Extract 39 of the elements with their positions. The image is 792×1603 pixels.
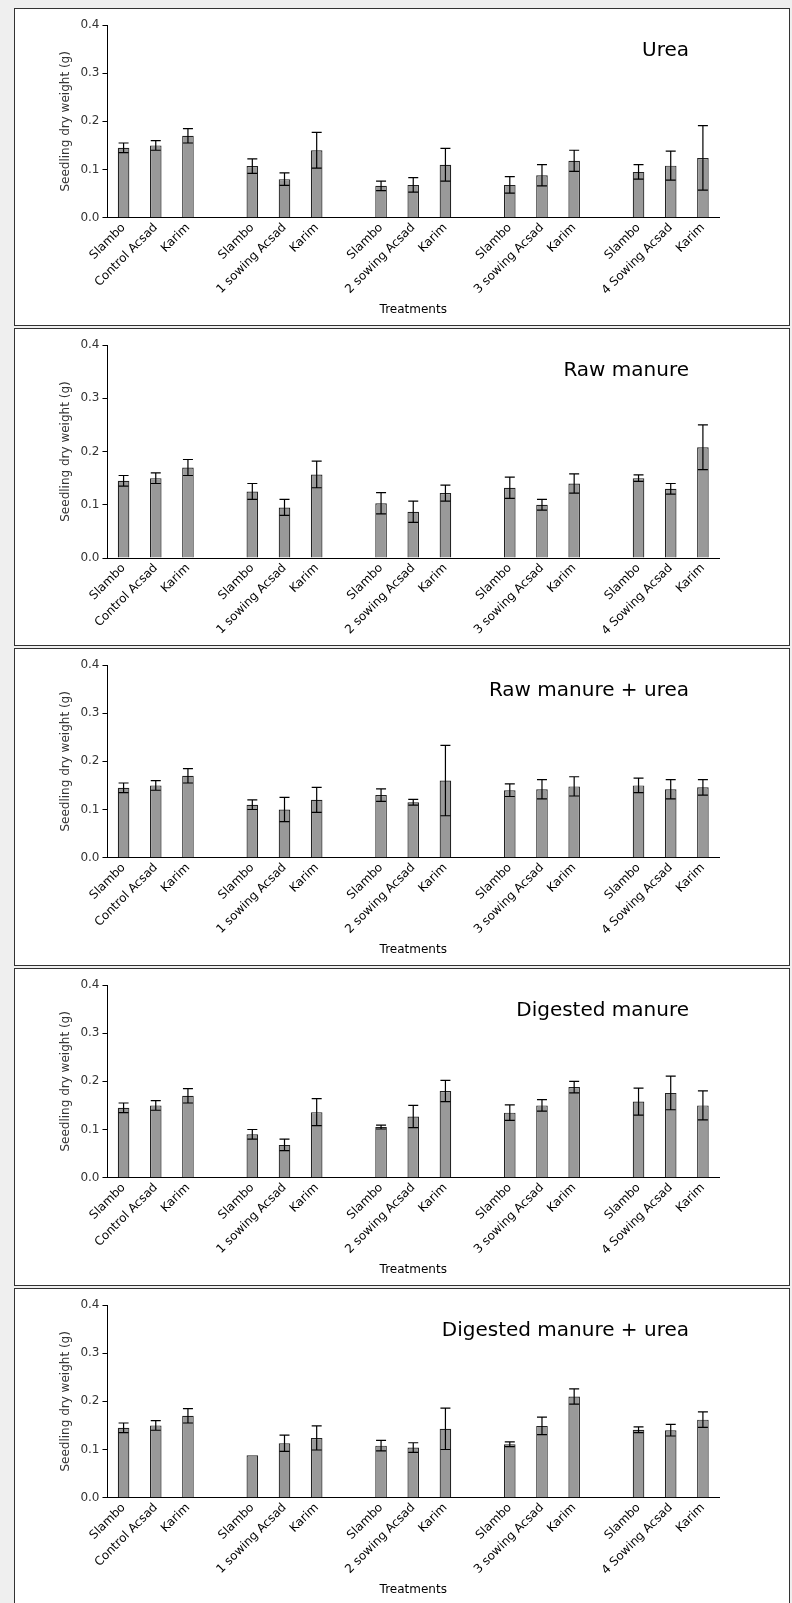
y-tick-label: 0.4: [80, 337, 100, 352]
y-tick-label: 0.0: [80, 209, 100, 224]
y-axis-title: Seedling dry weight (g): [58, 1011, 73, 1152]
text: Raw manure + urea: [488, 677, 689, 702]
y-tick-label: 0.0: [80, 550, 100, 565]
y-tick-label: 0.3: [80, 1025, 100, 1040]
y-tick-label: 0.0: [80, 849, 100, 864]
text: Digested manure: [516, 997, 689, 1022]
y-tick-label: 0.4: [80, 657, 100, 672]
y-tick-label: 0.3: [80, 390, 100, 405]
y-tick-label: 0.1: [80, 801, 100, 816]
y-tick-label: 0.2: [80, 443, 100, 458]
text: Urea: [642, 37, 689, 62]
y-tick-label: 0.3: [80, 1345, 100, 1360]
y-tick-label: 0.3: [80, 705, 100, 720]
y-axis-title: Seedling dry weight (g): [58, 381, 73, 522]
x-axis-title: Treatments: [378, 1581, 447, 1596]
x-axis-title: Treatments: [378, 941, 447, 956]
y-tick-label: 0.4: [80, 977, 100, 992]
y-tick-label: 0.1: [80, 1441, 100, 1456]
y-tick-label: 0.4: [80, 1297, 100, 1312]
y-tick-label: 0.2: [80, 113, 100, 128]
y-tick-label: 0.1: [80, 161, 100, 176]
y-tick-label: 0.4: [80, 17, 100, 32]
y-tick-label: 0.2: [80, 1073, 100, 1088]
y-tick-label: 0.3: [80, 65, 100, 80]
y-tick-label: 0.2: [80, 753, 100, 768]
x-axis-title: Treatments: [378, 1261, 447, 1276]
y-axis-title: Seedling dry weight (g): [58, 1331, 73, 1472]
y-tick-label: 0.0: [80, 1489, 100, 1504]
y-axis-title: Seedling dry weight (g): [58, 51, 73, 192]
y-tick-label: 0.1: [80, 496, 100, 511]
y-axis-title: Seedling dry weight (g): [58, 691, 73, 832]
y-tick-label: 0.2: [80, 1393, 100, 1408]
text: Raw manure: [563, 357, 689, 382]
x-axis-title: Treatments: [378, 301, 447, 316]
y-tick-label: 0.1: [80, 1121, 100, 1136]
text: Digested manure + urea: [441, 1317, 689, 1342]
y-tick-label: 0.0: [80, 1169, 100, 1184]
